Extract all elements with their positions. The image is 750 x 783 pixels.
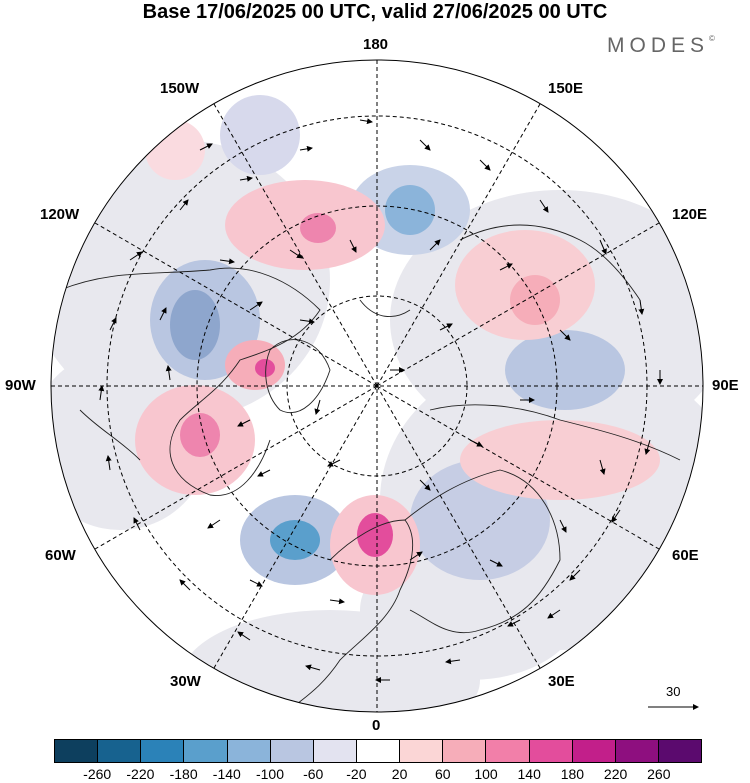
colorbar-tick-label: -140 [212, 766, 241, 782]
colorbar-swatch [55, 740, 99, 762]
colorbar-tick-label: 20 [391, 766, 408, 782]
reference-vector-label: 30 [666, 684, 681, 699]
lon-label-60e: 60E [672, 547, 699, 564]
modes-logo: MODES© [607, 34, 715, 58]
colorbar-tick-label: -100 [255, 766, 285, 782]
colorbar-swatch [572, 740, 616, 762]
map-title: Base 17/06/2025 00 UTC, valid 27/06/2025… [142, 1, 608, 23]
graticule [51, 60, 703, 712]
lon-label-0: 0 [372, 717, 381, 734]
colorbar-swatch [98, 740, 142, 762]
colorbar-swatch [227, 740, 271, 762]
colorbar-tick-label: -60 [303, 766, 324, 782]
lon-label-120w: 120W [40, 206, 80, 223]
colorbar-tick-label: -180 [169, 766, 198, 782]
brand-mark: © [709, 34, 715, 43]
brand-text: MODES [607, 34, 710, 57]
colorbar-tick-label: -220 [126, 766, 155, 782]
colorbar-tick-label: 100 [474, 766, 498, 782]
colorbar-tick-label: -20 [346, 766, 367, 782]
lon-label-90w: 90W [5, 377, 36, 394]
lon-label-150w: 150W [160, 80, 200, 97]
map-boundary [50, 59, 704, 713]
colorbar-tick-label: -260 [83, 766, 112, 782]
lon-label-150e: 150E [548, 80, 584, 97]
colorbar-tick-label: 220 [603, 766, 628, 782]
colorbar-swatch [443, 740, 487, 762]
colorbar-tick-label: 60 [435, 766, 451, 782]
lon-label-180: 180 [363, 36, 389, 53]
colorbar-tick-label: 260 [647, 766, 671, 782]
colorbar-swatch [270, 740, 314, 762]
colorbar-swatch [529, 740, 573, 762]
colorbar-swatch [400, 740, 444, 762]
colorbar-swatch [313, 740, 357, 762]
colorbar-swatch [141, 740, 185, 762]
colorbar-tick-label: 180 [560, 766, 585, 782]
colorbar-swatch [184, 740, 228, 762]
lon-label-90e: 90E [712, 377, 739, 394]
lon-label-30e: 30E [548, 673, 575, 690]
colorbar-swatch [356, 740, 401, 762]
lon-label-60w: 60W [45, 547, 76, 564]
colorbar-swatch [658, 740, 702, 762]
colorbar [54, 739, 702, 763]
colorbar-swatch [615, 740, 659, 762]
lon-label-120e: 120E [672, 206, 708, 223]
colorbar-tick-label: 140 [517, 766, 541, 782]
positive-anomaly-areas [135, 120, 660, 595]
coastlines [59, 224, 681, 711]
lon-label-30w: 30W [170, 673, 201, 690]
colorbar-swatch [486, 740, 530, 762]
colorbar-ticks: -260 -220 -180 -140 -100 -60 -20 20 60 100 140 180 2… [54, 766, 702, 783]
